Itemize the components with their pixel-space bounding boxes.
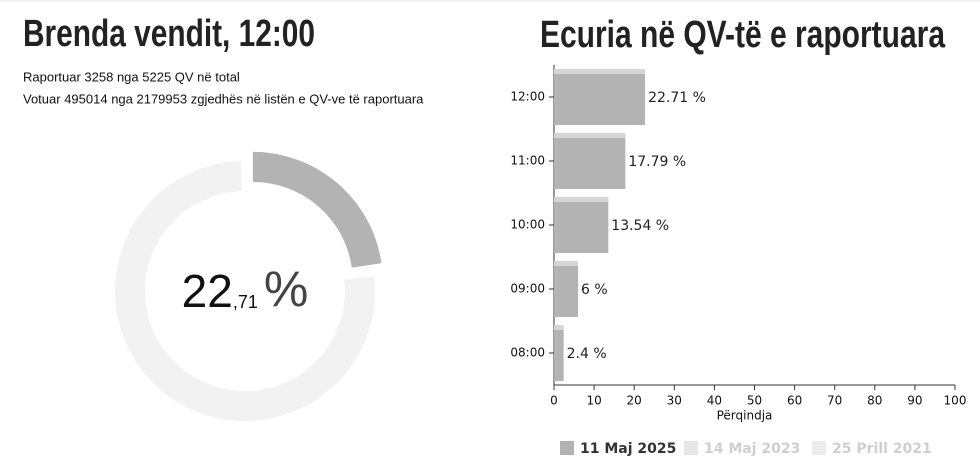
- donut-label: 22,71%: [182, 261, 309, 317]
- donut-int: 22: [182, 265, 233, 317]
- y-tick-label: 12:00: [510, 90, 545, 104]
- bar-highlight: [554, 69, 646, 74]
- bar: [554, 325, 564, 381]
- bar: [554, 69, 646, 125]
- legend-label[interactable]: 14 Maj 2023: [704, 441, 800, 457]
- x-tick-label: 70: [827, 394, 842, 408]
- legend-label[interactable]: 25 Prill 2021: [832, 441, 932, 457]
- legend-label[interactable]: 11 Maj 2025: [580, 441, 676, 457]
- donut-dec: ,71: [233, 292, 258, 312]
- left-title: Brenda vendit, 12:00: [23, 13, 315, 55]
- bar-highlight: [554, 133, 626, 138]
- x-tick-label: 80: [867, 394, 882, 408]
- bar-highlight: [554, 197, 609, 202]
- bar-highlight: [554, 325, 564, 330]
- donut-value-arc: [252, 151, 382, 268]
- x-tick-label: 10: [586, 394, 601, 408]
- legend-swatch[interactable]: [812, 441, 826, 455]
- x-tick-label: 50: [747, 394, 762, 408]
- legend-swatch[interactable]: [560, 441, 574, 455]
- x-tick-label: 20: [627, 394, 642, 408]
- donut-pct: %: [264, 261, 308, 317]
- x-axis-label: Përqindja: [717, 409, 773, 423]
- x-tick-label: 30: [667, 394, 682, 408]
- x-tick-label: 40: [707, 394, 722, 408]
- bar: [554, 197, 609, 253]
- value-label: 13.54 %: [611, 218, 669, 234]
- x-tick-label: 0: [550, 394, 558, 408]
- value-label: 6 %: [581, 282, 608, 298]
- y-tick-label: 08:00: [510, 346, 545, 360]
- value-label: 22.71 %: [648, 90, 706, 106]
- bar-highlight: [554, 261, 579, 266]
- x-tick-label: 90: [907, 394, 922, 408]
- y-tick-label: 11:00: [510, 154, 545, 168]
- bar: [554, 133, 626, 189]
- value-label: 17.79 %: [628, 154, 686, 170]
- info-line: Raportuar 3258 nga 5225 QV në total: [23, 69, 240, 84]
- y-tick-label: 10:00: [510, 218, 545, 232]
- x-tick-label: 60: [787, 394, 802, 408]
- value-label: 2.4 %: [567, 346, 607, 362]
- info-line: Votuar 495014 nga 2179953 zgjedhës në li…: [23, 91, 424, 106]
- chart-title: Ecuria në QV-të e raportuara: [540, 14, 946, 56]
- y-tick-label: 09:00: [510, 282, 545, 296]
- x-tick-label: 100: [944, 394, 967, 408]
- bar: [554, 261, 579, 317]
- legend-swatch[interactable]: [684, 441, 698, 455]
